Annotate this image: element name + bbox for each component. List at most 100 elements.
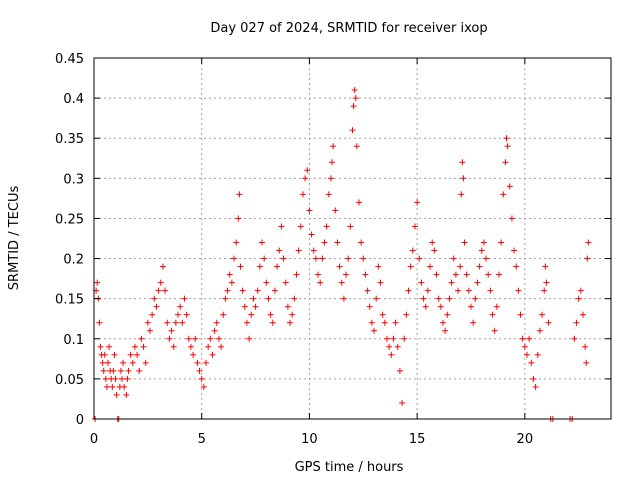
- data-point: [495, 271, 502, 278]
- data-point: [467, 303, 474, 310]
- data-point: [539, 311, 546, 318]
- data-point: [295, 247, 302, 254]
- data-point: [211, 327, 218, 334]
- data-point: [113, 391, 120, 398]
- data-point: [218, 343, 225, 350]
- data-point: [526, 335, 533, 342]
- data-point: [267, 311, 274, 318]
- data-point: [427, 263, 434, 270]
- data-point: [159, 263, 166, 270]
- data-point: [519, 335, 526, 342]
- data-point: [181, 295, 188, 302]
- data-point: [424, 287, 431, 294]
- data-point: [138, 335, 145, 342]
- x-tick-label: 15: [409, 432, 426, 447]
- y-tick-label: 0.45: [55, 52, 84, 67]
- x-tick-label: 5: [198, 432, 206, 447]
- data-point: [265, 295, 272, 302]
- data-point: [521, 343, 528, 350]
- data-point: [390, 335, 397, 342]
- data-point: [308, 231, 315, 238]
- data-point: [289, 311, 296, 318]
- data-point: [319, 255, 326, 262]
- data-point: [269, 319, 276, 326]
- data-point: [460, 175, 467, 182]
- data-point: [327, 175, 334, 182]
- data-point: [528, 359, 535, 366]
- data-point: [392, 319, 399, 326]
- data-point: [276, 247, 283, 254]
- data-point: [287, 319, 294, 326]
- data-point: [513, 263, 520, 270]
- data-point: [485, 271, 492, 278]
- y-tick-labels: 0 0.05 0.1 0.15 0.2 0.25 0.3 0.35 0.4 0.45: [55, 52, 84, 428]
- data-point: [246, 335, 253, 342]
- data-point: [106, 343, 113, 350]
- data-point: [579, 311, 586, 318]
- data-point: [170, 343, 177, 350]
- data-point: [536, 327, 543, 334]
- data-point: [458, 191, 465, 198]
- data-point: [351, 87, 358, 94]
- data-point: [517, 311, 524, 318]
- data-point: [584, 255, 591, 262]
- data-point: [543, 279, 550, 286]
- data-point: [103, 383, 110, 390]
- data-point: [493, 303, 500, 310]
- data-point: [489, 311, 496, 318]
- data-point: [405, 287, 412, 294]
- data-point: [259, 239, 266, 246]
- data-point: [101, 351, 108, 358]
- data-point: [401, 335, 408, 342]
- x-tick-labels: 0 5 10 15 20: [90, 432, 533, 447]
- data-point: [155, 287, 162, 294]
- data-point: [220, 311, 227, 318]
- data-point: [96, 319, 103, 326]
- data-point: [452, 271, 459, 278]
- data-point: [175, 311, 182, 318]
- data-point: [274, 263, 281, 270]
- data-point: [252, 303, 259, 310]
- data-point: [231, 255, 238, 262]
- data-point: [213, 319, 220, 326]
- data-point: [379, 311, 386, 318]
- data-point: [94, 279, 101, 286]
- data-point: [350, 103, 357, 110]
- data-point: [177, 303, 184, 310]
- data-point: [515, 287, 522, 294]
- data-point: [483, 255, 490, 262]
- x-tick-label: 0: [90, 432, 98, 447]
- data-point: [442, 327, 449, 334]
- data-point: [381, 319, 388, 326]
- data-point: [403, 311, 410, 318]
- data-point: [187, 343, 194, 350]
- data-point: [304, 167, 311, 174]
- data-point: [399, 399, 406, 406]
- data-point: [411, 223, 418, 230]
- data-point: [503, 135, 510, 142]
- data-point: [102, 375, 109, 382]
- data-point: [582, 343, 589, 350]
- data-point: [394, 343, 401, 350]
- data-point: [323, 223, 330, 230]
- data-point: [530, 375, 537, 382]
- data-point: [435, 295, 442, 302]
- data-point: [256, 263, 263, 270]
- data-point: [166, 335, 173, 342]
- data-point: [491, 327, 498, 334]
- data-point: [237, 263, 244, 270]
- data-point: [418, 279, 425, 286]
- data-point: [450, 255, 457, 262]
- data-point: [224, 287, 231, 294]
- data-point: [136, 367, 143, 374]
- data-point: [233, 239, 240, 246]
- data-point: [542, 263, 549, 270]
- data-point: [131, 343, 138, 350]
- data-point: [368, 319, 375, 326]
- data-point: [523, 351, 530, 358]
- data-point: [375, 263, 382, 270]
- data-point: [504, 143, 511, 150]
- data-point: [371, 327, 378, 334]
- data-point: [235, 215, 242, 222]
- data-point: [325, 191, 332, 198]
